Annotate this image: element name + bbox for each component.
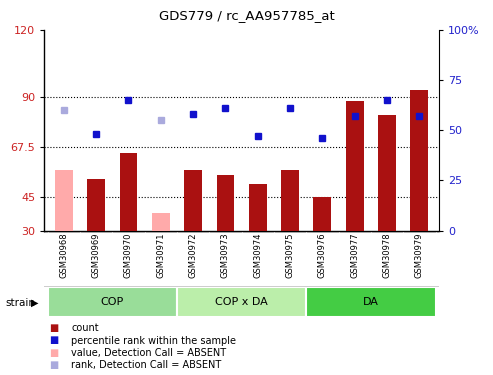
Bar [119,153,138,231]
Text: count: count [71,323,99,333]
Bar [306,287,435,317]
Text: percentile rank within the sample: percentile rank within the sample [71,336,237,345]
Bar [249,184,267,231]
Text: COP: COP [101,297,124,307]
Text: ▶: ▶ [31,298,38,308]
Text: GSM30970: GSM30970 [124,232,133,278]
Text: GSM30973: GSM30973 [221,232,230,278]
Text: ■: ■ [49,336,59,345]
Text: GSM30979: GSM30979 [415,232,424,278]
Text: GSM30975: GSM30975 [285,232,294,278]
Text: GSM30971: GSM30971 [156,232,165,278]
Bar [411,90,428,231]
Text: GDS779 / rc_AA957785_at: GDS779 / rc_AA957785_at [159,9,334,22]
Bar [48,287,177,317]
Text: value, Detection Call = ABSENT: value, Detection Call = ABSENT [71,348,227,358]
Bar [55,170,72,231]
Text: ■: ■ [49,360,59,370]
Text: DA: DA [363,297,379,307]
Bar [152,213,170,231]
Bar [216,175,234,231]
Bar [281,170,299,231]
Text: COP x DA: COP x DA [215,297,268,307]
Bar [314,197,331,231]
Bar [346,101,364,231]
Bar [87,179,105,231]
Bar [177,287,306,317]
Text: GSM30977: GSM30977 [350,232,359,278]
Text: ■: ■ [49,323,59,333]
Text: GSM30978: GSM30978 [383,232,391,278]
Text: GSM30976: GSM30976 [318,232,327,278]
Text: GSM30972: GSM30972 [189,232,198,278]
Text: strain: strain [6,298,36,308]
Text: rank, Detection Call = ABSENT: rank, Detection Call = ABSENT [71,360,222,370]
Text: GSM30968: GSM30968 [59,232,68,278]
Text: GSM30974: GSM30974 [253,232,262,278]
Bar [378,115,396,231]
Text: ■: ■ [49,348,59,358]
Bar [184,170,202,231]
Text: GSM30969: GSM30969 [92,232,101,278]
